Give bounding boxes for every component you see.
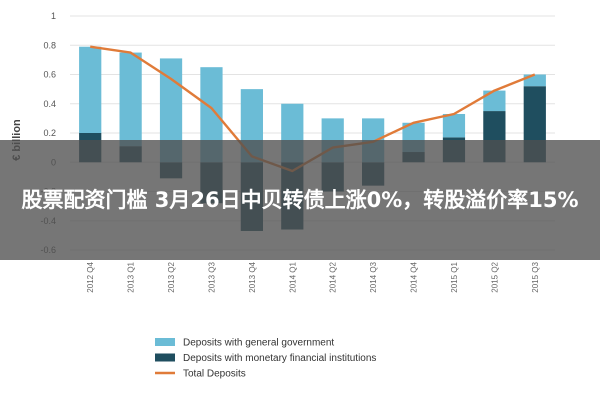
y-tick-label: 1: [51, 11, 56, 21]
bar-general-government: [119, 52, 142, 147]
headline-text: 股票配资门槛 3月26日中贝转债上涨0%，转股溢价率15%: [21, 188, 579, 212]
legend-swatch: [155, 338, 175, 346]
x-tick-label: 2015 Q1: [450, 261, 459, 292]
legend-label: Deposits with general government: [183, 338, 334, 349]
bar-general-government: [200, 67, 223, 163]
legend: Deposits with general government Deposits…: [155, 338, 376, 380]
x-tick-label: 2013 Q1: [127, 261, 136, 292]
x-tick-label: 2013 Q2: [167, 261, 176, 292]
x-tick-label: 2014 Q4: [410, 261, 419, 292]
x-tick-label: 2014 Q2: [329, 261, 338, 292]
x-tick-label: 2014 Q3: [369, 261, 378, 292]
x-axis-ticks: 2012 Q4 2013 Q1 2013 Q2 2013 Q3 2013 Q4 2014 …: [86, 261, 540, 292]
x-tick-label: 2015 Q2: [490, 261, 499, 292]
x-tick-label: 2012 Q4: [86, 261, 95, 292]
legend-label: Total Deposits: [183, 369, 246, 380]
y-tick-label: 0.2: [43, 128, 56, 138]
y-tick-label: 0.8: [43, 40, 56, 50]
y-tick-label: 0.4: [43, 99, 56, 109]
x-tick-label: 2015 Q3: [531, 261, 540, 292]
legend-swatch: [155, 353, 175, 362]
x-tick-label: 2013 Q4: [248, 261, 257, 292]
bar-general-government: [442, 113, 466, 138]
legend-label: Deposits with monetary financial institu…: [183, 353, 376, 364]
bar-general-government: [523, 74, 546, 87]
x-tick-label: 2014 Q1: [288, 261, 297, 292]
x-tick-label: 2013 Q3: [207, 261, 216, 292]
bar-general-government: [483, 90, 506, 112]
bar-general-government: [79, 46, 102, 133]
y-tick-label: 0.6: [43, 70, 56, 80]
headline-banner: 股票配资门槛 3月26日中贝转债上涨0%，转股溢价率15%: [0, 140, 600, 260]
